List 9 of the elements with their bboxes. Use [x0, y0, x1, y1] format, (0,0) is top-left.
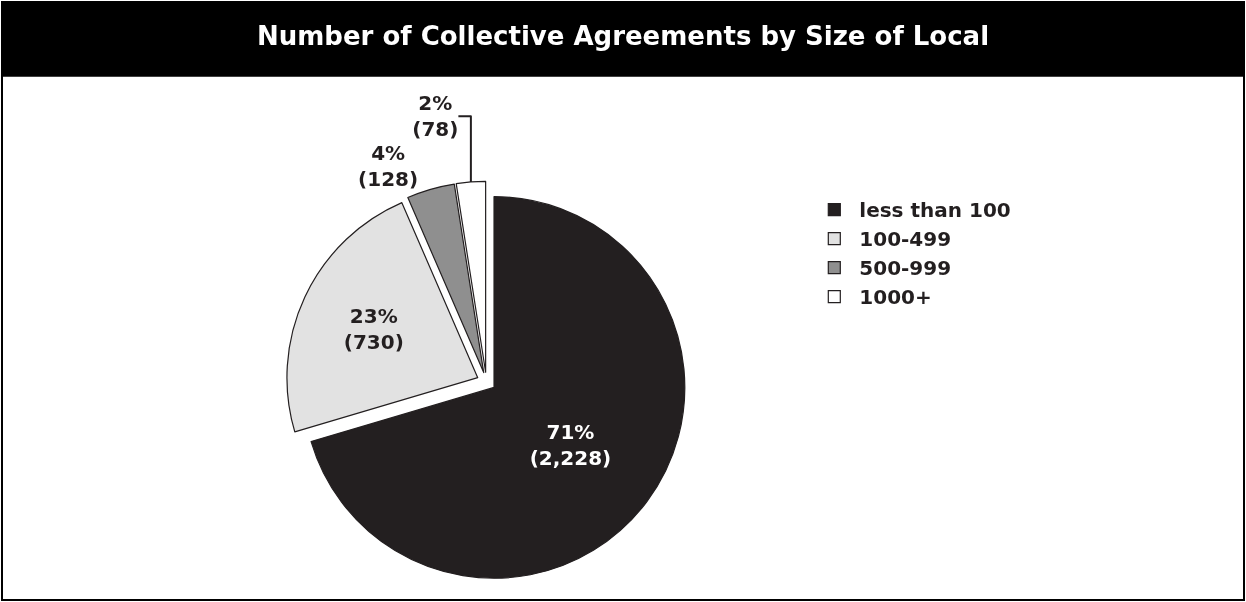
data-label: 4% (128) — [358, 141, 419, 192]
data-label: 71% (2,228) — [529, 419, 612, 470]
data-label: 23% (730) — [343, 304, 404, 355]
legend-label: 1000+ — [859, 285, 932, 310]
legend-label: less than 100 — [859, 198, 1011, 223]
data-label: 2% (78) — [412, 91, 459, 142]
legend-label: 100-499 — [859, 227, 952, 252]
chart-title: Number of Collective Agreements by Size of Local — [256, 21, 990, 52]
legend-label: 500-999 — [859, 256, 952, 281]
